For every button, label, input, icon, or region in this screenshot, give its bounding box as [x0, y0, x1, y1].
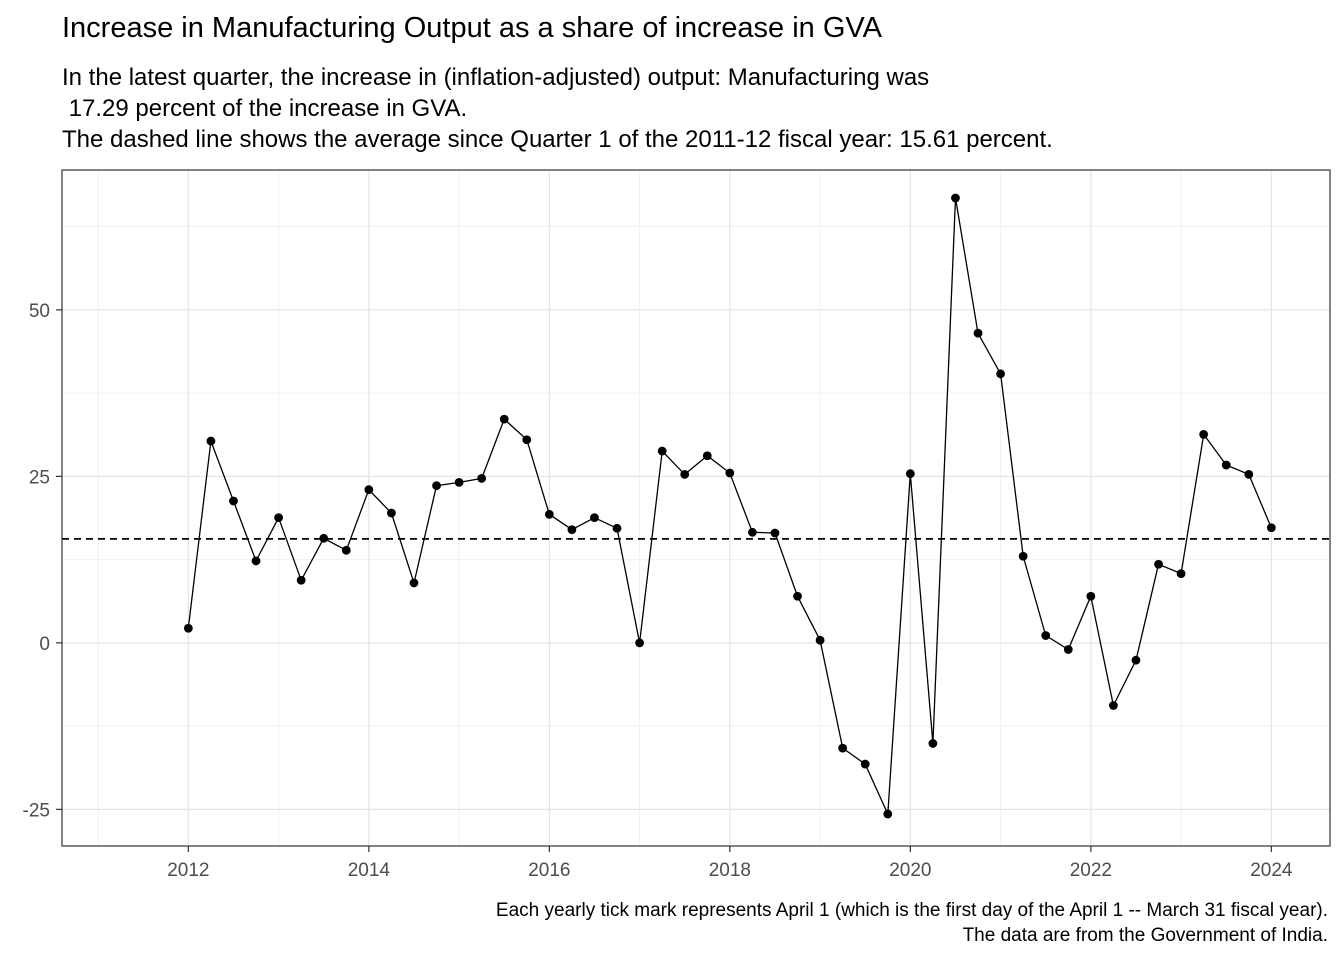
data-point: [838, 743, 848, 753]
data-point: [477, 473, 487, 483]
axis-ticks: [56, 309, 1272, 852]
data-point: [1176, 569, 1186, 579]
data-point: [815, 635, 825, 645]
data-point: [567, 525, 577, 535]
data-point: [1109, 701, 1118, 710]
series-group: [183, 193, 1276, 819]
data-point: [680, 469, 690, 479]
data-point: [793, 591, 802, 601]
data-point: [725, 468, 735, 478]
y-tick-label: 25: [29, 467, 50, 488]
x-tick-label: 2016: [528, 860, 570, 881]
plot-panel-border: [61, 169, 1331, 847]
chart-caption: Each yearly tick mark represents April 1…: [495, 900, 1328, 946]
data-point: [1221, 460, 1231, 470]
data-point: [973, 328, 983, 338]
data-point: [1041, 631, 1051, 640]
data-point: [635, 638, 644, 648]
y-tick-label: -25: [23, 800, 50, 821]
data-point: [612, 523, 622, 533]
x-tick-label: 2020: [889, 860, 931, 881]
data-point: [905, 469, 915, 479]
data-point: [928, 739, 938, 748]
x-tick-label: 2012: [167, 860, 209, 881]
data-point: [883, 809, 893, 819]
data-point: [996, 369, 1005, 379]
x-tick-label: 2018: [709, 860, 751, 881]
grid-major: [62, 170, 1330, 846]
data-point: [1086, 591, 1096, 601]
data-point: [590, 513, 599, 523]
data-point: [183, 623, 193, 633]
data-point: [860, 759, 870, 769]
data-point: [341, 545, 351, 555]
data-point: [1131, 655, 1141, 665]
data-point: [1199, 430, 1209, 439]
data-point: [251, 556, 261, 566]
data-point: [274, 513, 283, 523]
data-point: [432, 481, 441, 491]
data-point: [229, 496, 238, 506]
data-point: [206, 436, 216, 446]
data-point: [544, 509, 554, 519]
data-point: [522, 435, 532, 445]
data-point: [770, 528, 780, 538]
chart-subtitle: In the latest quarter, the increase in (…: [62, 64, 1053, 153]
data-point: [702, 451, 712, 461]
data-point: [1266, 523, 1276, 533]
y-tick-label: 50: [29, 301, 50, 322]
y-tick-label: 0: [39, 634, 50, 655]
x-tick-label: 2014: [348, 860, 391, 881]
data-point: [657, 446, 667, 456]
data-point: [1244, 469, 1254, 479]
data-point: [364, 485, 374, 495]
data-point: [1154, 559, 1163, 569]
grid-minor: [62, 170, 1330, 846]
data-point: [1018, 551, 1028, 561]
data-point: [1063, 645, 1073, 654]
chart-title: Increase in Manufacturing Output as a sh…: [62, 12, 882, 44]
x-tick-label: 2022: [1070, 860, 1112, 881]
x-tick-label: 2024: [1250, 860, 1293, 881]
data-point: [951, 193, 960, 203]
data-point: [387, 508, 396, 518]
plot-panel-background: [62, 170, 1330, 846]
data-point: [748, 527, 757, 537]
data-point: [499, 414, 509, 424]
data-point: [454, 477, 464, 487]
data-point: [296, 575, 306, 585]
axis-labels: 2012 2014 2016 2018 2020 2022 2024 -25 0 25 50: [23, 301, 1293, 881]
data-point: [409, 578, 419, 588]
data-point: [319, 533, 329, 543]
